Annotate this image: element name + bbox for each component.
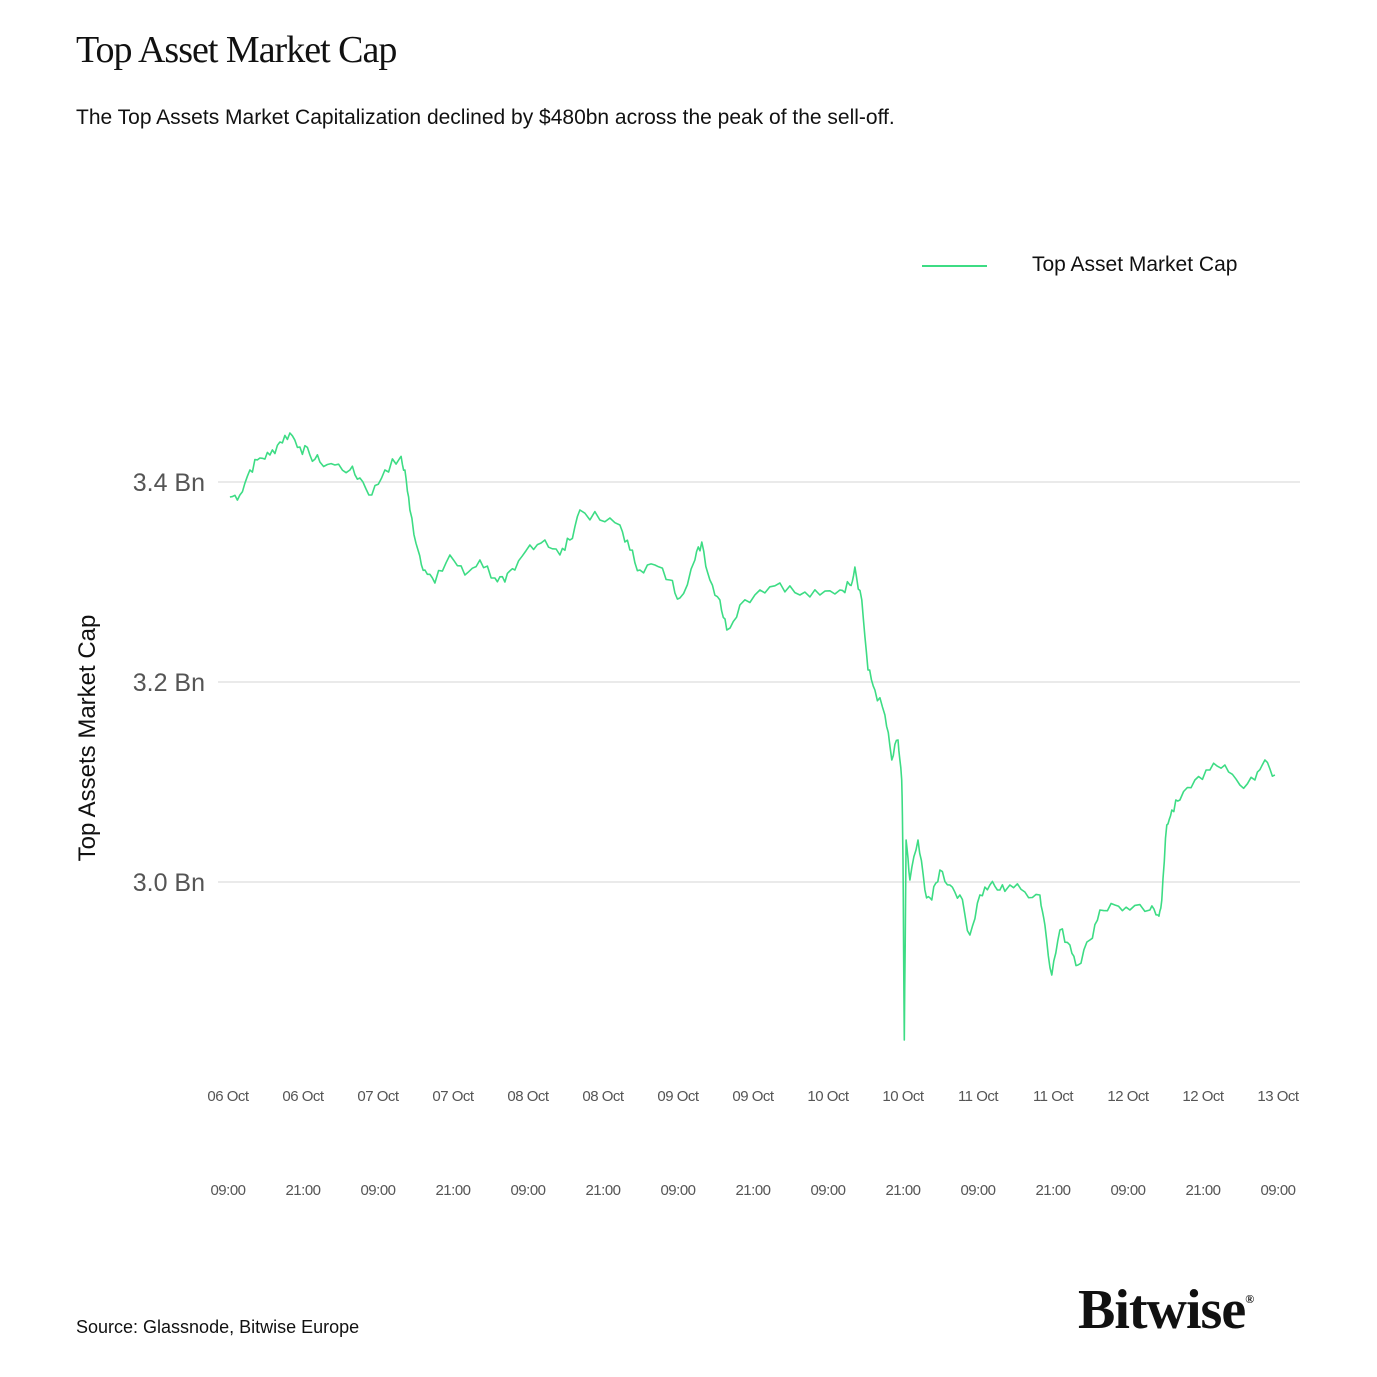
x-tick-date: 08 Oct bbox=[582, 1088, 625, 1105]
y-tick-label: 3.4 Bn bbox=[133, 469, 205, 497]
x-tick-time: 09:00 bbox=[360, 1182, 395, 1199]
x-tick-time: 21:00 bbox=[1035, 1182, 1070, 1199]
source-note: Source: Glassnode, Bitwise Europe bbox=[76, 1317, 360, 1337]
legend-swatch bbox=[922, 265, 987, 267]
x-tick-time: 09:00 bbox=[210, 1182, 245, 1199]
x-tick-date: 07 Oct bbox=[432, 1088, 475, 1105]
chart-title: Top Asset Market Cap bbox=[76, 29, 397, 71]
x-tick-date: 11 Oct bbox=[1033, 1088, 1074, 1105]
x-tick-time: 21:00 bbox=[585, 1182, 620, 1199]
x-tick-date: 12 Oct bbox=[1182, 1088, 1225, 1105]
chart-subtitle: The Top Assets Market Capitalization dec… bbox=[76, 106, 895, 129]
y-tick-label: 3.2 Bn bbox=[133, 669, 205, 697]
x-tick-time: 21:00 bbox=[285, 1182, 320, 1199]
x-tick-time: 09:00 bbox=[960, 1182, 995, 1199]
series-line-top-asset-market-cap bbox=[229, 432, 1276, 1041]
x-tick-time: 21:00 bbox=[735, 1182, 770, 1199]
x-tick-time: 09:00 bbox=[660, 1182, 695, 1199]
x-tick-time: 09:00 bbox=[810, 1182, 845, 1199]
x-tick-time: 09:00 bbox=[1110, 1182, 1145, 1199]
x-tick-date: 09 Oct bbox=[732, 1088, 775, 1105]
x-tick-date: 11 Oct bbox=[958, 1088, 999, 1105]
bitwise-logo: Bitwise® bbox=[1078, 1279, 1254, 1341]
y-tick-label: 3.0 Bn bbox=[133, 869, 205, 897]
x-tick-date: 10 Oct bbox=[882, 1088, 925, 1105]
x-tick-date: 09 Oct bbox=[657, 1088, 700, 1105]
legend-label: Top Asset Market Cap bbox=[1032, 253, 1238, 276]
x-tick-date: 13 Oct bbox=[1257, 1088, 1300, 1105]
logo-text: Bitwise bbox=[1078, 1279, 1246, 1341]
x-tick-date: 06 Oct bbox=[207, 1088, 250, 1105]
x-tick-time: 21:00 bbox=[435, 1182, 470, 1199]
x-tick-date: 08 Oct bbox=[507, 1088, 550, 1105]
x-tick-date: 12 Oct bbox=[1107, 1088, 1150, 1105]
x-tick-date: 06 Oct bbox=[282, 1088, 325, 1105]
x-tick-time: 21:00 bbox=[1185, 1182, 1220, 1199]
x-tick-time: 21:00 bbox=[885, 1182, 920, 1199]
x-tick-date: 07 Oct bbox=[357, 1088, 400, 1105]
x-tick-date: 10 Oct bbox=[807, 1088, 850, 1105]
x-tick-time: 09:00 bbox=[510, 1182, 545, 1199]
x-tick-time: 09:00 bbox=[1260, 1182, 1295, 1199]
